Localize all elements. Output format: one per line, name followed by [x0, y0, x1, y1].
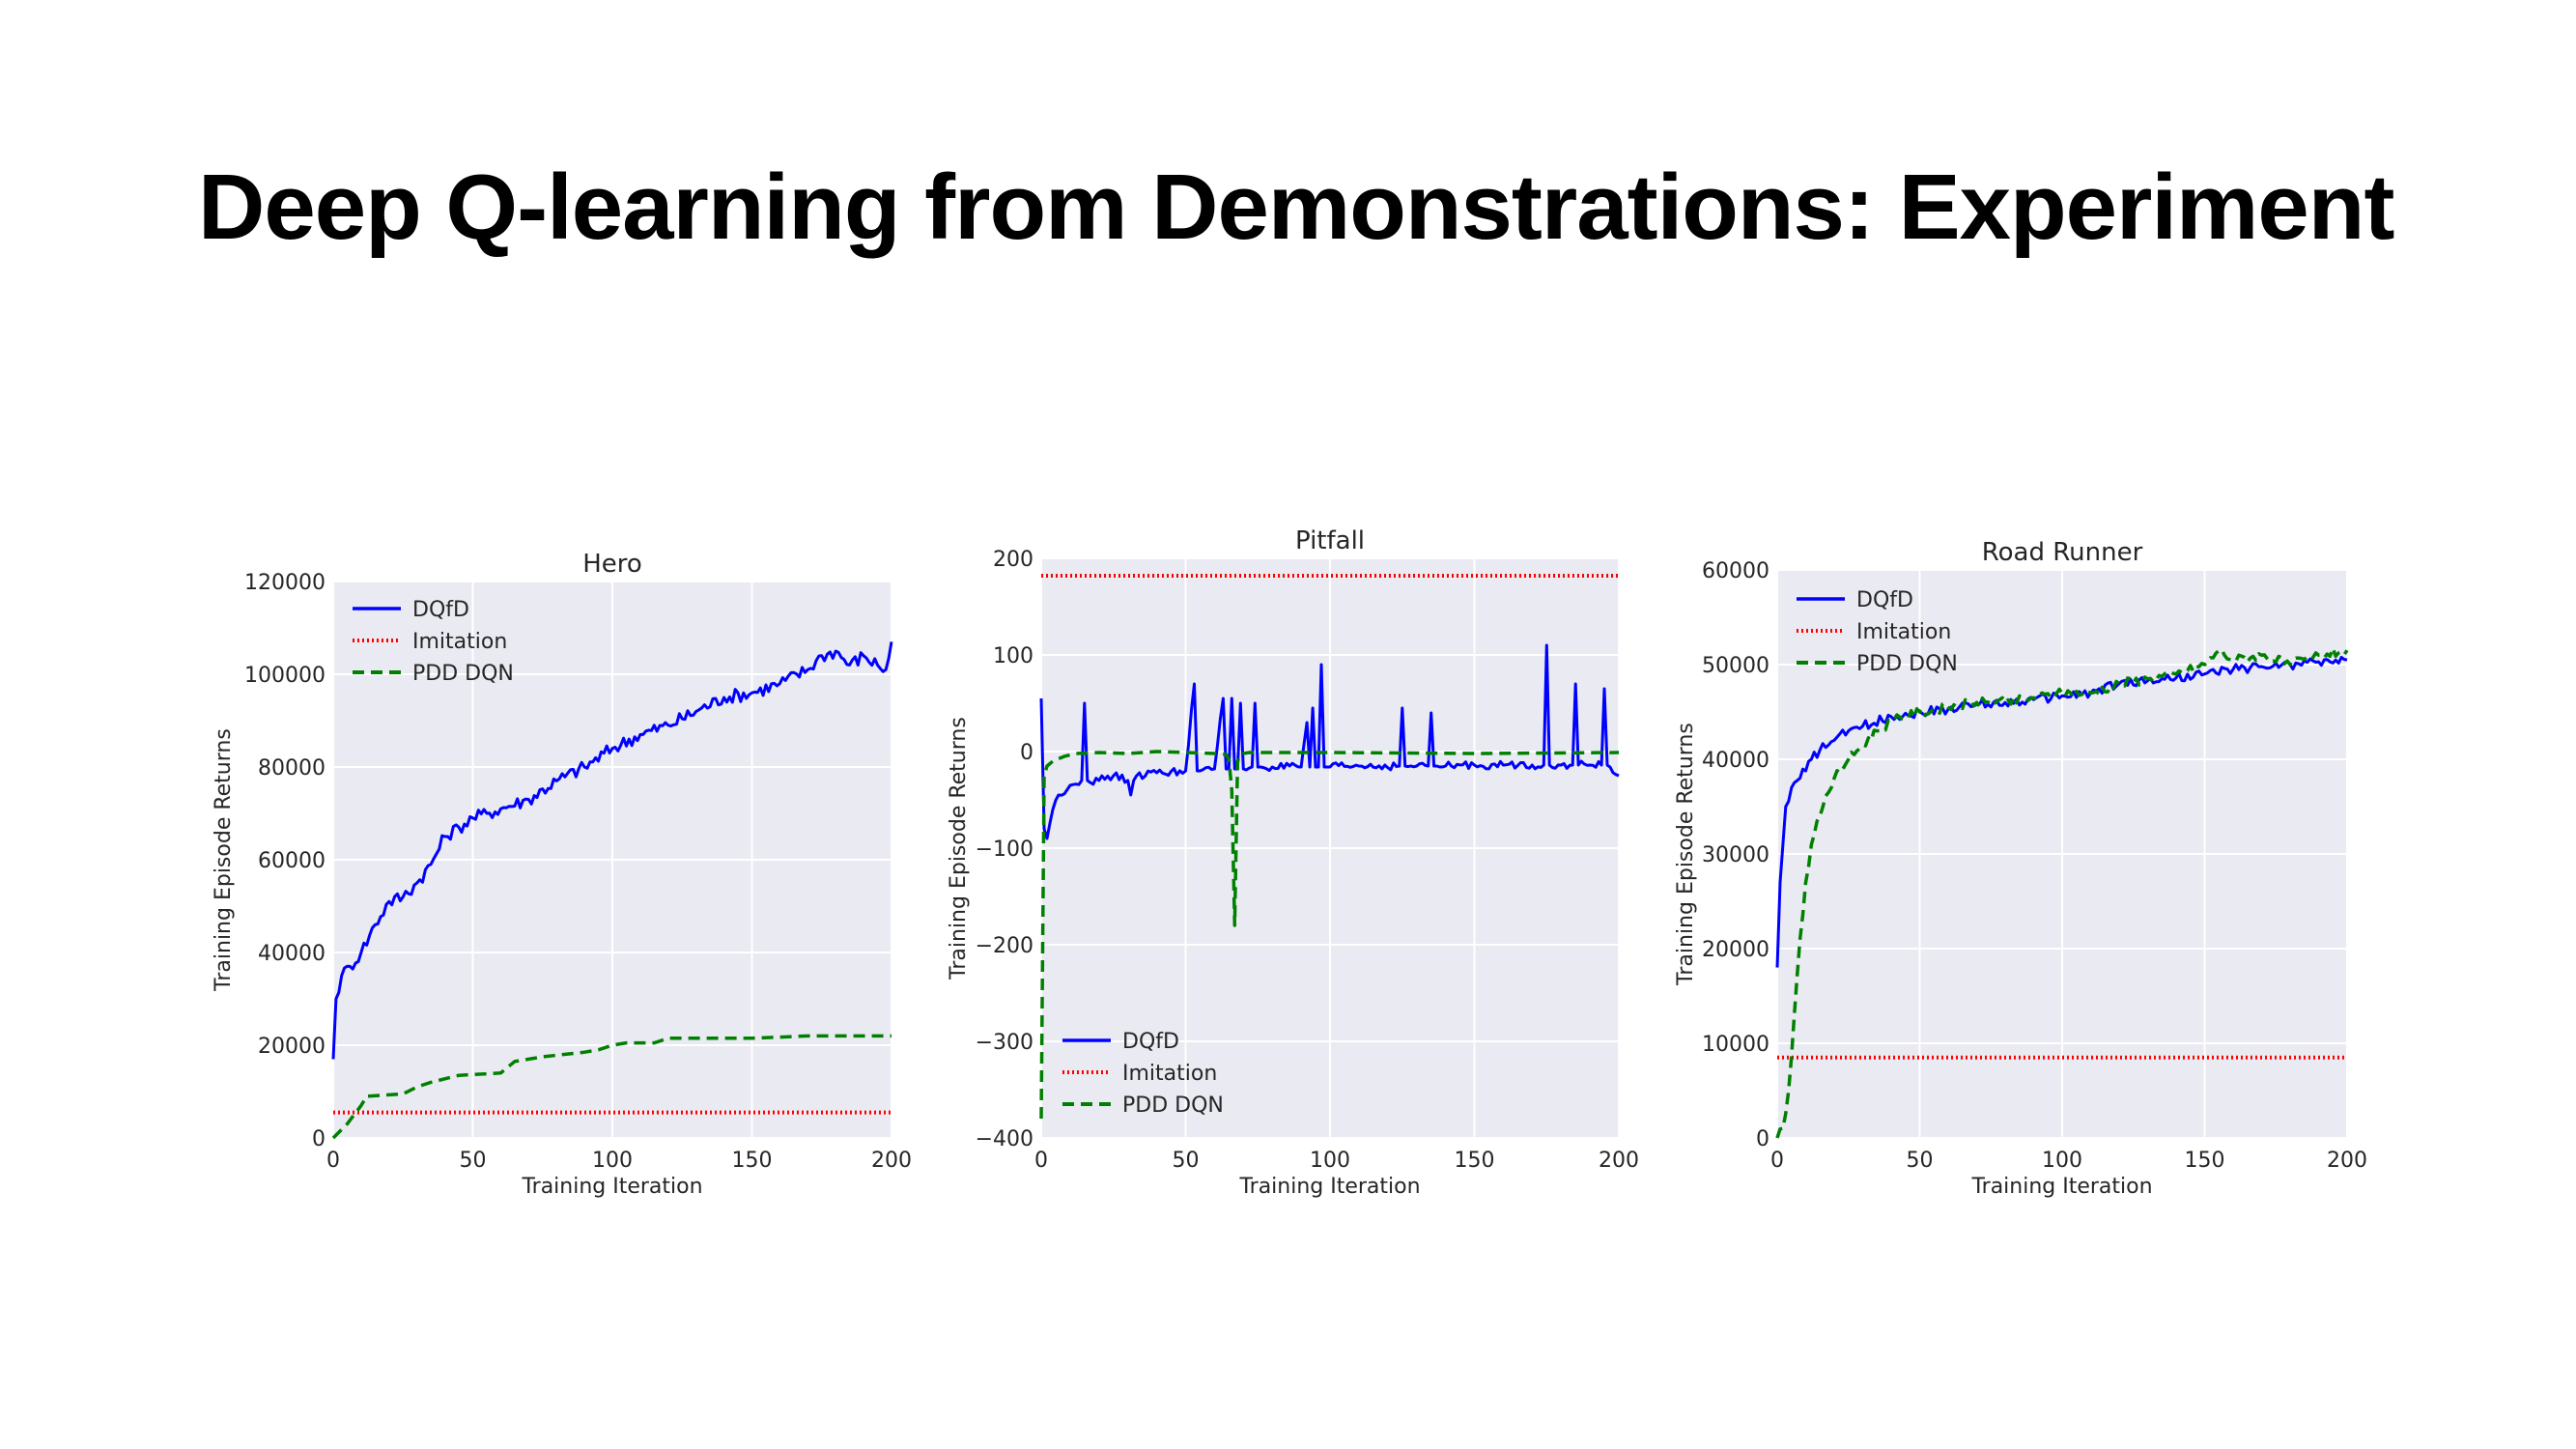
hero-x-axis-label: Training Iteration [521, 1175, 702, 1199]
road-runner-legend-label: DQfD [1856, 588, 1913, 612]
hero-y-tick-label: 120000 [244, 571, 326, 595]
road-runner-x-tick-label: 200 [2327, 1149, 2367, 1173]
hero-x-tick-label: 100 [592, 1149, 633, 1173]
pitfall-x-tick-label: 0 [1034, 1149, 1048, 1173]
road-runner-series-pdd-dqn [1775, 646, 2349, 1139]
pitfall-y-tick-label: −400 [976, 1127, 1033, 1151]
pitfall-y-tick-label: −300 [976, 1031, 1033, 1055]
road-runner-legend-label: PDD DQN [1856, 652, 1958, 676]
chart-hero: 0 50 100 150 200 0 20000 40000 60000 80000 100000 1… [212, 550, 912, 1199]
pitfall-x-tick-label: 150 [1455, 1149, 1495, 1173]
hero-y-tick-label: 60000 [258, 849, 326, 873]
hero-legend-label: DQfD [412, 598, 469, 622]
pitfall-x-tick-label: 50 [1173, 1149, 1200, 1173]
road-runner-y-tick-label: 30000 [1702, 843, 1769, 867]
hero-y-tick-label: 100000 [244, 664, 326, 688]
hero-y-tick-label: 20000 [258, 1035, 326, 1059]
pitfall-y-axis-label: Training Episode Returns [947, 717, 971, 980]
hero-x-tick-label: 200 [871, 1149, 912, 1173]
pitfall-x-tick-label: 200 [1599, 1149, 1639, 1173]
pitfall-x-axis-label: Training Iteration [1238, 1175, 1420, 1199]
road-runner-legend-label: Imitation [1856, 620, 1951, 644]
pitfall-y-tick-label: 200 [993, 548, 1033, 572]
pitfall-legend-label: PDD DQN [1122, 1094, 1224, 1118]
road-runner-y-tick-label: 40000 [1702, 749, 1769, 773]
slide-title: Deep Q-learning from Demonstrations: Exp… [198, 156, 2394, 259]
road-runner-x-tick-label: 50 [1907, 1149, 1934, 1173]
hero-x-tick-label: 0 [326, 1149, 340, 1173]
hero-x-tick-label: 150 [732, 1149, 773, 1173]
road-runner-y-tick-label: 10000 [1702, 1033, 1769, 1057]
pitfall-x-tick-label: 100 [1310, 1149, 1350, 1173]
hero-x-tick-label: 50 [460, 1149, 487, 1173]
hero-chart-title: Hero [582, 550, 642, 579]
road-runner-x-tick-label: 100 [2042, 1149, 2082, 1173]
pitfall-chart-title: Pitfall [1295, 526, 1365, 555]
pitfall-legend-label: Imitation [1122, 1062, 1217, 1086]
road-runner-y-axis-label: Training Episode Returns [1674, 723, 1698, 986]
hero-y-tick-label: 80000 [258, 756, 326, 781]
pitfall-y-tick-label: 0 [1020, 741, 1033, 765]
road-runner-y-tick-label: 0 [1756, 1127, 1769, 1151]
chart-road-runner: 0 50 100 150 200 0 10000 20000 30000 40000 50000 60… [1674, 538, 2367, 1199]
chart-pitfall: 0 50 100 150 200 −400 −300 −200 −100 0 100 200 Pitfa… [947, 526, 1639, 1199]
road-runner-y-tick-label: 20000 [1702, 938, 1769, 962]
hero-y-tick-label: 40000 [258, 942, 326, 966]
road-runner-y-tick-label: 60000 [1702, 559, 1769, 583]
pitfall-series-dqfd [1039, 643, 1620, 840]
hero-legend-label: Imitation [412, 630, 507, 654]
hero-series-dqfd [331, 641, 893, 1060]
road-runner-y-tick-label: 50000 [1702, 654, 1769, 678]
pitfall-y-tick-label: −100 [976, 838, 1033, 862]
pitfall-legend-label: DQfD [1122, 1030, 1179, 1054]
pitfall-y-tick-label: 100 [993, 644, 1033, 668]
pitfall-series-pdd-dqn [1039, 750, 1620, 1120]
hero-y-axis-label: Training Episode Returns [212, 728, 236, 992]
road-runner-x-tick-label: 150 [2185, 1149, 2225, 1173]
pitfall-y-tick-label: −200 [976, 934, 1033, 958]
road-runner-x-axis-label: Training Iteration [1970, 1175, 2152, 1199]
hero-series-pdd-dqn [331, 1034, 892, 1140]
hero-legend-label: PDD DQN [412, 662, 514, 686]
hero-y-tick-label: 0 [312, 1127, 326, 1151]
road-runner-x-tick-label: 0 [1770, 1149, 1784, 1173]
road-runner-series-dqfd [1775, 656, 2348, 968]
road-runner-chart-title: Road Runner [1982, 538, 2143, 567]
